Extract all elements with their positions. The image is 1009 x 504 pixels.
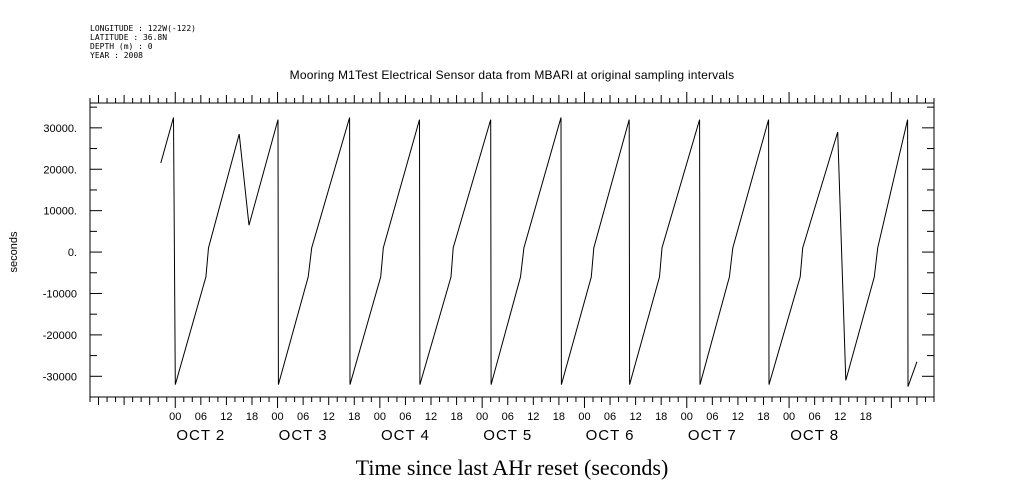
data-series-line [160, 117, 918, 387]
y-tick-label: -20000 [43, 330, 77, 342]
x-tick-label: 00 [681, 411, 693, 423]
x-tick-label: 06 [809, 411, 821, 423]
x-tick-label: 12 [629, 411, 641, 423]
x-tick-label: 12 [527, 411, 539, 423]
x-tick-label: 00 [578, 411, 590, 423]
x-tick-label: 00 [476, 411, 488, 423]
y-axis-label: seconds [8, 231, 20, 272]
x-tick-label: 06 [502, 411, 514, 423]
y-tick-label: 20000. [43, 164, 77, 176]
x-tick-label: 06 [297, 411, 309, 423]
date-label: OCT 3 [279, 427, 328, 444]
x-tick-label: 18 [553, 411, 565, 423]
x-tick-label: 12 [732, 411, 744, 423]
date-label: OCT 2 [176, 427, 225, 444]
latitude-text: LATITUDE : 36.8N [90, 33, 168, 42]
x-tick-label: 12 [220, 411, 232, 423]
y-tick-label: -10000 [43, 288, 77, 300]
date-label: OCT 8 [790, 427, 839, 444]
x-tick-label: 18 [655, 411, 667, 423]
x-tick-label: 06 [195, 411, 207, 423]
date-label: OCT 6 [586, 427, 635, 444]
y-tick-label: 30000. [43, 123, 77, 135]
x-tick-label: 06 [706, 411, 718, 423]
y-tick-label: -30000 [43, 371, 77, 383]
year-text: YEAR : 2008 [90, 51, 143, 60]
x-tick-label: 18 [450, 411, 462, 423]
depth-text: DEPTH (m) : 0 [90, 42, 153, 51]
date-label: OCT 5 [483, 427, 532, 444]
date-label: OCT 7 [688, 427, 737, 444]
x-tick-label: 12 [323, 411, 335, 423]
chart-title: Mooring M1Test Electrical Sensor data fr… [289, 68, 735, 82]
x-axis-label: Time since last AHr reset (seconds) [356, 455, 669, 480]
x-tick-label: 12 [425, 411, 437, 423]
x-tick-label: 18 [757, 411, 769, 423]
date-label: OCT 4 [381, 427, 430, 444]
x-tick-label: 06 [604, 411, 616, 423]
plot-frame [89, 102, 935, 398]
x-tick-label: 06 [399, 411, 411, 423]
x-tick-label: 12 [834, 411, 846, 423]
x-tick-label: 18 [246, 411, 258, 423]
x-tick-label: 00 [783, 411, 795, 423]
x-tick-label: 00 [169, 411, 181, 423]
y-tick-label: 0. [68, 247, 77, 259]
longitude-text: LONGITUDE : 122W(-122) [90, 24, 196, 33]
x-tick-label: 00 [271, 411, 283, 423]
x-tick-label: 18 [348, 411, 360, 423]
x-tick-label: 18 [860, 411, 872, 423]
x-tick-label: 00 [374, 411, 386, 423]
y-tick-label: 10000. [43, 206, 77, 218]
